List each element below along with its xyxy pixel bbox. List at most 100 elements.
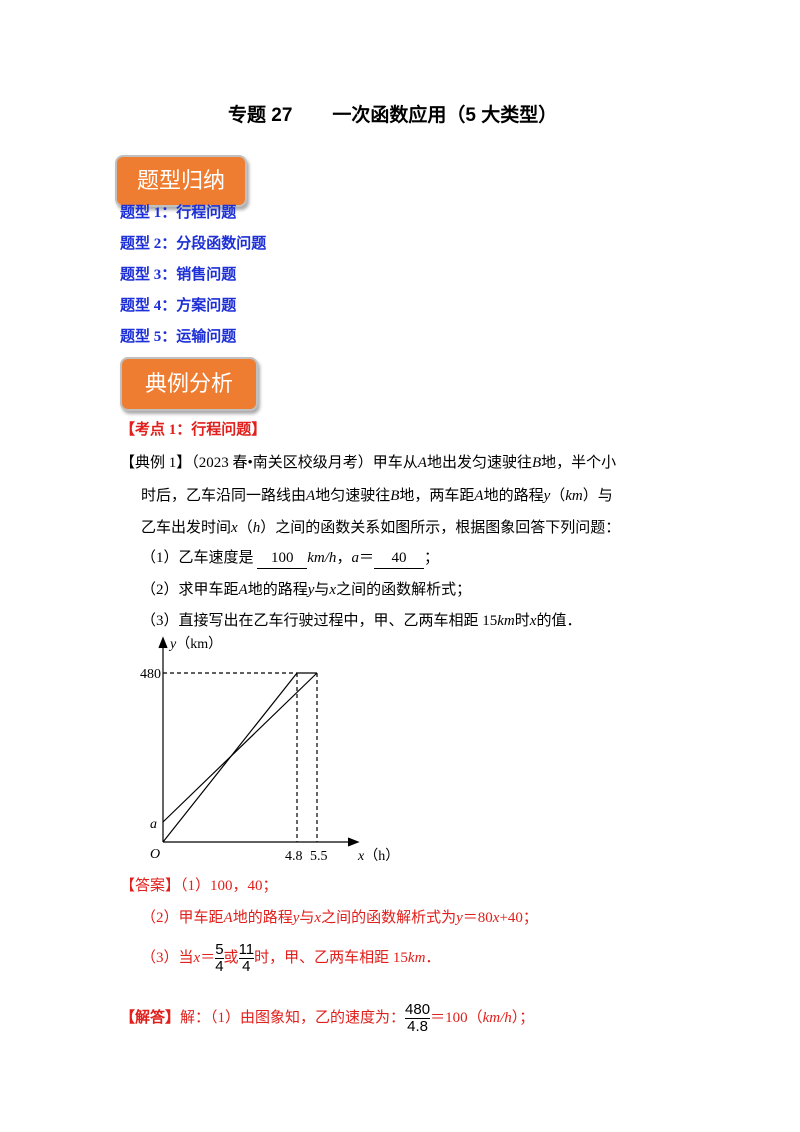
text-run: A xyxy=(238,582,248,598)
text-run: 100 xyxy=(257,548,308,569)
title: 专题 27 一次函数应用（5 大类型） xyxy=(228,106,557,126)
text-run: ＝ xyxy=(358,550,374,566)
y-tick-label: 480 xyxy=(140,667,161,682)
answer-line: （3）当x＝ 5 4 或 11 4 时，甲、乙两车相距 15km． xyxy=(141,940,440,976)
text-run: ； xyxy=(423,550,439,566)
text-run: （1）乙车速度是 xyxy=(141,550,254,566)
x-tick-label: 4.8 xyxy=(285,849,303,864)
text-run: y xyxy=(456,910,463,926)
x-tick-label: 5.5 xyxy=(310,849,328,864)
type-item: 题型 5：运输问题 xyxy=(120,329,237,345)
text-run: x xyxy=(314,910,322,926)
text-run: 与 xyxy=(299,910,315,926)
type-item: 题型 1：行程问题 xyxy=(120,205,237,221)
text-run: 40 xyxy=(373,548,424,569)
text-run: 或 xyxy=(223,950,239,966)
text-run: 4 xyxy=(215,958,224,976)
text-run: （h） xyxy=(364,848,399,864)
text-run: km/h xyxy=(482,1010,512,1026)
text-run: （ xyxy=(550,488,566,504)
text-run: 【答案】 xyxy=(120,878,181,894)
text-line: 【典例 1】（2023 春•南关区校级月考）甲车从A地出发匀速驶往B地，半个小 xyxy=(120,453,616,473)
text-run: x xyxy=(529,613,537,629)
text-run: km xyxy=(565,488,583,504)
text-run: ）； xyxy=(511,1010,535,1026)
text-run: A xyxy=(417,455,427,471)
text-run: km/h xyxy=(307,550,337,566)
answer-line: 【答案】（1）100，40； xyxy=(120,876,278,896)
text-run: （1）100，40； xyxy=(180,878,278,894)
text-run: 4 xyxy=(242,958,251,976)
text-run: x xyxy=(492,910,500,926)
text-run: 之间的函数解析式； xyxy=(336,582,472,598)
text-run: 乙车出发时间 xyxy=(141,520,232,536)
text-run: 地匀速驶往 xyxy=(315,488,391,504)
text-run: 【解答】 xyxy=(120,1010,181,1026)
topic: 【考点 1：行程问题】 xyxy=(120,422,267,438)
text-run: 11 xyxy=(238,941,255,960)
text-run: ）之间的函数关系如图所示，根据图象回答下列问题： xyxy=(260,520,621,536)
text-run: km xyxy=(407,950,426,966)
text-run: y xyxy=(307,582,315,598)
origin-label: O xyxy=(150,847,160,862)
text-run: ）与 xyxy=(582,488,613,504)
section-button: 题型归纳 xyxy=(115,155,247,207)
text-run: （3）直接写出在乙车行驶过程中，甲、乙两车相距 15 xyxy=(141,613,498,629)
text-run: 5 xyxy=(215,941,224,960)
text-run: 4.8 xyxy=(407,1018,428,1036)
solution-line: 【解答】解：（1）由图象知，乙的速度为： 480 4.8 ＝100（km/h）； xyxy=(120,1000,534,1036)
text-line: （2）求甲车距A地的路程y与x之间的函数解析式； xyxy=(141,580,471,600)
type-item: 题型 3：销售问题 xyxy=(120,267,237,283)
text-run: 的值． xyxy=(536,613,582,629)
text-run: （km） xyxy=(176,636,222,652)
answer-line: （2）甲车距A地的路程y与x之间的函数解析式为y＝80x+40； xyxy=(141,908,538,928)
text-run: （ xyxy=(237,520,253,536)
intercept-label: a xyxy=(150,817,157,832)
text-line: （1）乙车速度是 100 km/h，a＝ 40； xyxy=(141,548,439,569)
text-run: ＝100（ xyxy=(430,1010,483,1026)
text-run: +40； xyxy=(499,910,538,926)
text-run: h xyxy=(252,520,261,536)
text-run: B xyxy=(531,455,542,471)
text-run: 时，甲、乙两车相距 15 xyxy=(254,950,408,966)
text-run: A xyxy=(306,488,316,504)
text-run: 与 xyxy=(314,582,330,598)
text-run: 地的路程 xyxy=(232,910,293,926)
text-run: 时后，乙车沿同一路线由 xyxy=(141,488,307,504)
text-run: ＝80 xyxy=(462,910,493,926)
text-run: y xyxy=(292,910,300,926)
text-run: a xyxy=(351,550,359,566)
text-run: x xyxy=(329,582,337,598)
type-item: 题型 2：分段函数问题 xyxy=(120,236,267,252)
text-run: ， xyxy=(336,550,352,566)
text-line: （3）直接写出在乙车行驶过程中，甲、乙两车相距 15km时x的值． xyxy=(141,611,581,631)
text-run: B xyxy=(390,488,400,504)
text-run: 解：（1）由图象知，乙的速度为： xyxy=(180,1010,406,1026)
x-axis-label: x（h） xyxy=(357,848,399,864)
text-run: 地的路程 xyxy=(483,488,544,504)
text-run: （2）求甲车距 xyxy=(141,582,239,598)
text-run: A xyxy=(223,910,233,926)
text-run: 地的路程 xyxy=(247,582,308,598)
type-item: 题型 4：方案问题 xyxy=(120,298,237,314)
text-line: 时后，乙车沿同一路线由A地匀速驶往B地，两车距A地的路程y（km）与 xyxy=(141,486,613,506)
text-run: ＝ xyxy=(200,950,216,966)
text-run: 之间的函数解析式为 xyxy=(321,910,457,926)
section-button: 典例分析 xyxy=(120,357,258,411)
text-run: 地出发匀速驶往 xyxy=(426,455,532,471)
text-line: 乙车出发时间x（h）之间的函数关系如图所示，根据图象回答下列问题： xyxy=(141,518,620,538)
text-run: A xyxy=(474,488,484,504)
text-run: （3）当 xyxy=(141,950,194,966)
text-run: x xyxy=(231,520,238,536)
text-run: y xyxy=(168,637,177,652)
text-run: 地，半个小 xyxy=(541,455,617,471)
text-run: km xyxy=(497,613,515,629)
text-run: （2）甲车距 xyxy=(141,910,224,926)
text-run: ． xyxy=(425,950,441,966)
text-run: 【典例 1】（2023 春•南关区校级月考）甲车从 xyxy=(120,455,418,471)
text-run: 地，两车距 xyxy=(399,488,475,504)
text-run: y xyxy=(543,488,551,504)
text-run: x xyxy=(193,950,201,966)
